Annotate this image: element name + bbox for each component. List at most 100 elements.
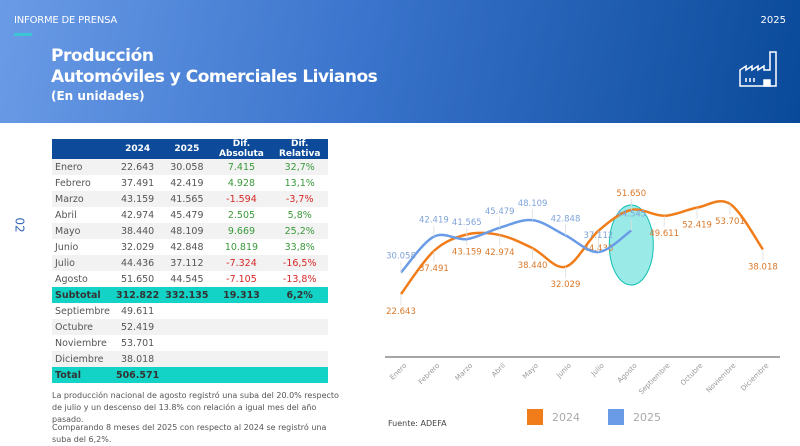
cell: 33,8% <box>284 241 315 253</box>
cell: 312.822 <box>112 287 163 303</box>
cell: -1.594 <box>211 191 272 207</box>
cell: 41.565 <box>162 191 212 207</box>
data-label: 51.650 <box>616 189 646 199</box>
x-tick-label: Abril <box>490 362 507 379</box>
cell: 9.669 <box>211 223 272 239</box>
row-label: Febrero <box>55 177 91 189</box>
cell <box>162 367 212 383</box>
cell: 38.440 <box>112 223 163 239</box>
table-row: Enero 22.643 30.058 7.415 32,7% <box>52 159 328 175</box>
data-label: 53.701 <box>715 217 745 227</box>
cell: 25,2% <box>271 223 328 239</box>
cell: 37.112 <box>162 255 212 271</box>
row-label: Marzo <box>52 191 113 207</box>
row-label: Mayo <box>52 223 113 239</box>
header-banner: INFORME DE PRENSA 2025 Producción Automó… <box>0 0 800 123</box>
data-label: 49.611 <box>649 229 679 239</box>
column-header: Dif. Absoluta <box>211 139 272 159</box>
cell: 44.545 <box>170 273 204 285</box>
data-label: 41.565 <box>452 218 482 228</box>
table-row: Noviembre 53.701 <box>52 335 328 351</box>
factory-icon <box>739 51 777 87</box>
cell: -3,7% <box>271 191 328 207</box>
row-label: Agosto <box>55 273 88 285</box>
cell: 22.643 <box>112 159 163 175</box>
x-tick-label: Diciembre <box>739 362 770 393</box>
data-label: 38.440 <box>518 261 548 271</box>
table-row: Mayo 38.440 48.109 9.669 25,2% <box>52 223 328 239</box>
cell: 42.974 <box>120 209 155 221</box>
table-row: Octubre 52.419 <box>52 319 328 335</box>
cell: 43.159 <box>112 191 163 207</box>
cell: 53.701 <box>120 337 155 349</box>
kicker-underline <box>14 33 32 36</box>
cell: -16,5% <box>271 255 328 271</box>
row-label: Total <box>52 367 113 383</box>
cell: 44.436 <box>112 255 163 271</box>
x-tick-label: Marzo <box>454 362 475 383</box>
cell: 51.650 <box>120 273 155 285</box>
note-cumulative: Comparando 8 meses del 2025 con respecto… <box>52 423 327 444</box>
data-label: 52.419 <box>682 221 712 231</box>
cell: 42.848 <box>170 241 204 253</box>
cell <box>271 367 328 383</box>
legend-swatch-2024 <box>527 409 543 425</box>
cell <box>271 319 328 335</box>
row-label: Noviembre <box>55 337 107 349</box>
x-tick-label: Febrero <box>417 362 441 386</box>
series-line-2024 <box>400 200 764 295</box>
x-tick-label: Mayo <box>521 362 540 381</box>
data-label: 42.974 <box>485 248 515 258</box>
cell: 5,8% <box>287 209 312 221</box>
x-tick-label: Julio <box>589 362 606 379</box>
cell: 30.058 <box>162 159 212 175</box>
page-title: Producción <box>51 46 154 66</box>
column-header: 2024 <box>112 139 163 159</box>
units-caption: (En unidades) <box>51 89 145 103</box>
data-label: 45.479 <box>485 207 515 217</box>
report-kicker: INFORME DE PRENSA <box>14 15 118 26</box>
cell: 48.109 <box>162 223 212 239</box>
note-august: La producción nacional de agosto registr… <box>52 391 339 424</box>
cell: 32.029 <box>120 241 155 253</box>
row-label: Abril <box>55 209 77 221</box>
table-row: Julio 44.436 37.112 -7.324 -16,5% <box>52 255 328 271</box>
table-row: Febrero 37.491 42.419 4.928 13,1% <box>52 175 328 191</box>
table-row: Septiembre 49.611 <box>52 303 328 319</box>
data-label: 37.491 <box>419 264 449 274</box>
table-row: Subtotal 312.822 332.135 19.313 6,2% <box>52 287 328 303</box>
data-label: 42.419 <box>419 216 449 226</box>
column-header <box>52 139 113 159</box>
cell <box>211 319 272 335</box>
data-label: 43.159 <box>452 248 482 258</box>
page-subtitle: Automóviles y Comerciales Livianos <box>51 67 378 87</box>
cell: 38.018 <box>112 351 163 367</box>
source-note: Fuente: ADEFA <box>388 419 447 428</box>
table-row: Abril 42.974 45.479 2.505 5,8% <box>52 207 328 223</box>
column-header: 2025 <box>162 139 212 159</box>
series-line-2025 <box>400 218 633 274</box>
cell <box>162 351 212 367</box>
legend-label-2025: 2025 <box>633 411 661 424</box>
cell: 42.419 <box>170 177 204 189</box>
cell: -7.105 <box>226 273 257 285</box>
cell: 4.928 <box>227 177 256 189</box>
row-label: Octubre <box>52 319 113 335</box>
cell: 7.415 <box>211 159 272 175</box>
cell: 52.419 <box>112 319 163 335</box>
data-label: 32.029 <box>551 280 581 290</box>
x-tick-label: Noviembre <box>705 362 738 395</box>
table-row: Agosto 51.650 44.545 -7.105 -13,8% <box>52 271 328 287</box>
row-label: Subtotal <box>52 287 113 303</box>
x-tick-label: Agosto <box>616 362 639 385</box>
data-label: 30.058 <box>386 251 416 261</box>
cell: 32,7% <box>271 159 328 175</box>
cell: 49.611 <box>120 305 155 317</box>
cell: 10.819 <box>224 241 259 253</box>
table-row: Junio 32.029 42.848 10.819 33,8% <box>52 239 328 255</box>
x-tick-label: Junio <box>554 362 573 381</box>
cell: 13,1% <box>284 177 315 189</box>
cell: 332.135 <box>162 287 212 303</box>
production-table: 2024 2025 Dif. Absoluta Dif. Relativa Enero… <box>52 139 328 383</box>
